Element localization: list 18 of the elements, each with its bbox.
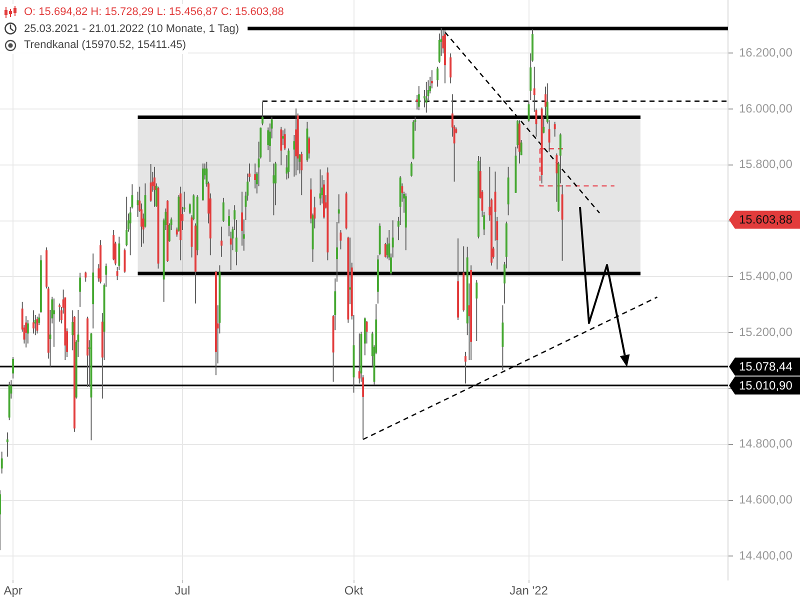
ref-line-label: 15.078,44 [739,359,793,374]
text: 15.603,88 [739,212,793,227]
x-tick-label: Jul [174,584,190,598]
ref-line-label: 15.010,90 [739,378,793,392]
y-tick-label: 15.200,00 [739,324,793,339]
y-tick-label: 15.800,00 [739,157,793,172]
x-tick-label: Jan '22 [510,584,548,598]
text: 25.03.2021 - 21.01.2022 (10 Monate, 1 Tag) [24,22,240,36]
y-tick-label: 16.200,00 [739,45,793,60]
y-tick-label: 16.000,00 [739,101,793,116]
legend-label: Trendkanal (15970.52, 15411.45) [24,38,186,53]
y-tick-label: 14.600,00 [739,492,793,507]
y-tick-label: 15.400,00 [739,269,793,284]
x-tick-label: Okt [344,584,364,598]
y-tick-label: 14.800,00 [739,436,793,451]
y-tick-label: 14.400,00 [739,548,793,563]
text: O: 15.694,82 H: 15.728,29 L: 15.456,87 C: 15.603,88 [24,5,284,20]
x-tick-label: Apr [4,584,22,598]
